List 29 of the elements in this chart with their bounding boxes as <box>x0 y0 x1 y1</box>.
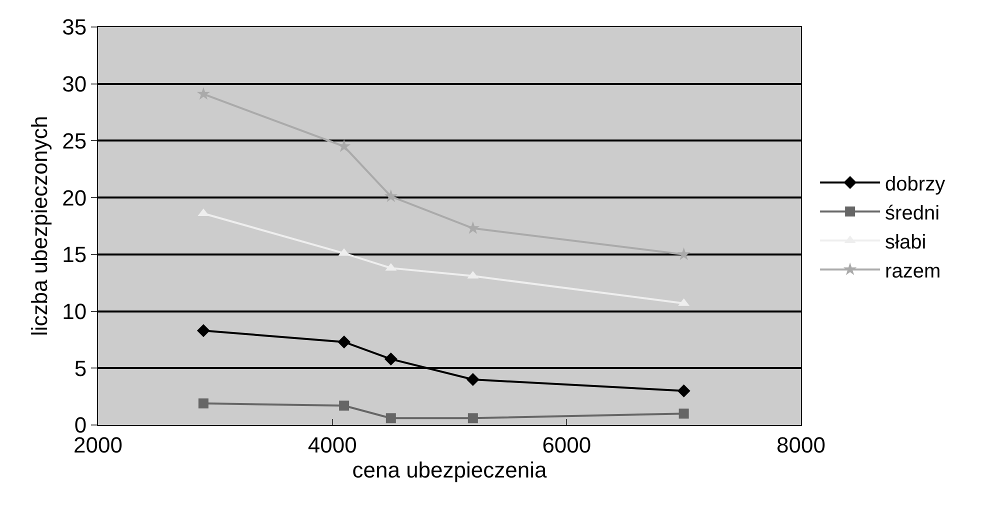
y-tick-label: 30 <box>62 72 87 97</box>
x-tick-label: 6000 <box>542 432 592 458</box>
point <box>198 398 208 408</box>
legend-label: razem <box>885 260 941 282</box>
point <box>677 247 690 260</box>
y-tick-label: 15 <box>62 242 87 268</box>
y-tick-label: 5 <box>74 356 87 381</box>
point <box>677 384 690 398</box>
y-tick-label: 25 <box>62 128 87 154</box>
legend-label: średni <box>885 202 940 224</box>
point <box>196 324 210 338</box>
y-tick-label: 20 <box>62 185 87 210</box>
point <box>678 408 689 419</box>
point <box>386 413 396 424</box>
x-tick-label: 4000 <box>308 432 357 458</box>
x-axis-title: cena ubezpieczenia <box>352 457 548 482</box>
point <box>468 413 478 424</box>
point <box>339 400 350 411</box>
point <box>338 335 351 348</box>
legend-label: słabi <box>885 231 926 254</box>
y-tick-label: 35 <box>62 14 87 40</box>
point <box>466 373 480 386</box>
point <box>384 189 398 202</box>
legend-label: dobrzy <box>885 173 946 196</box>
y-axis-title: liczba ubezpieczonych <box>26 116 52 336</box>
x-tick-label: 8000 <box>776 432 826 458</box>
y-tick-label: 10 <box>62 298 87 324</box>
point <box>384 352 398 366</box>
point <box>196 87 210 100</box>
